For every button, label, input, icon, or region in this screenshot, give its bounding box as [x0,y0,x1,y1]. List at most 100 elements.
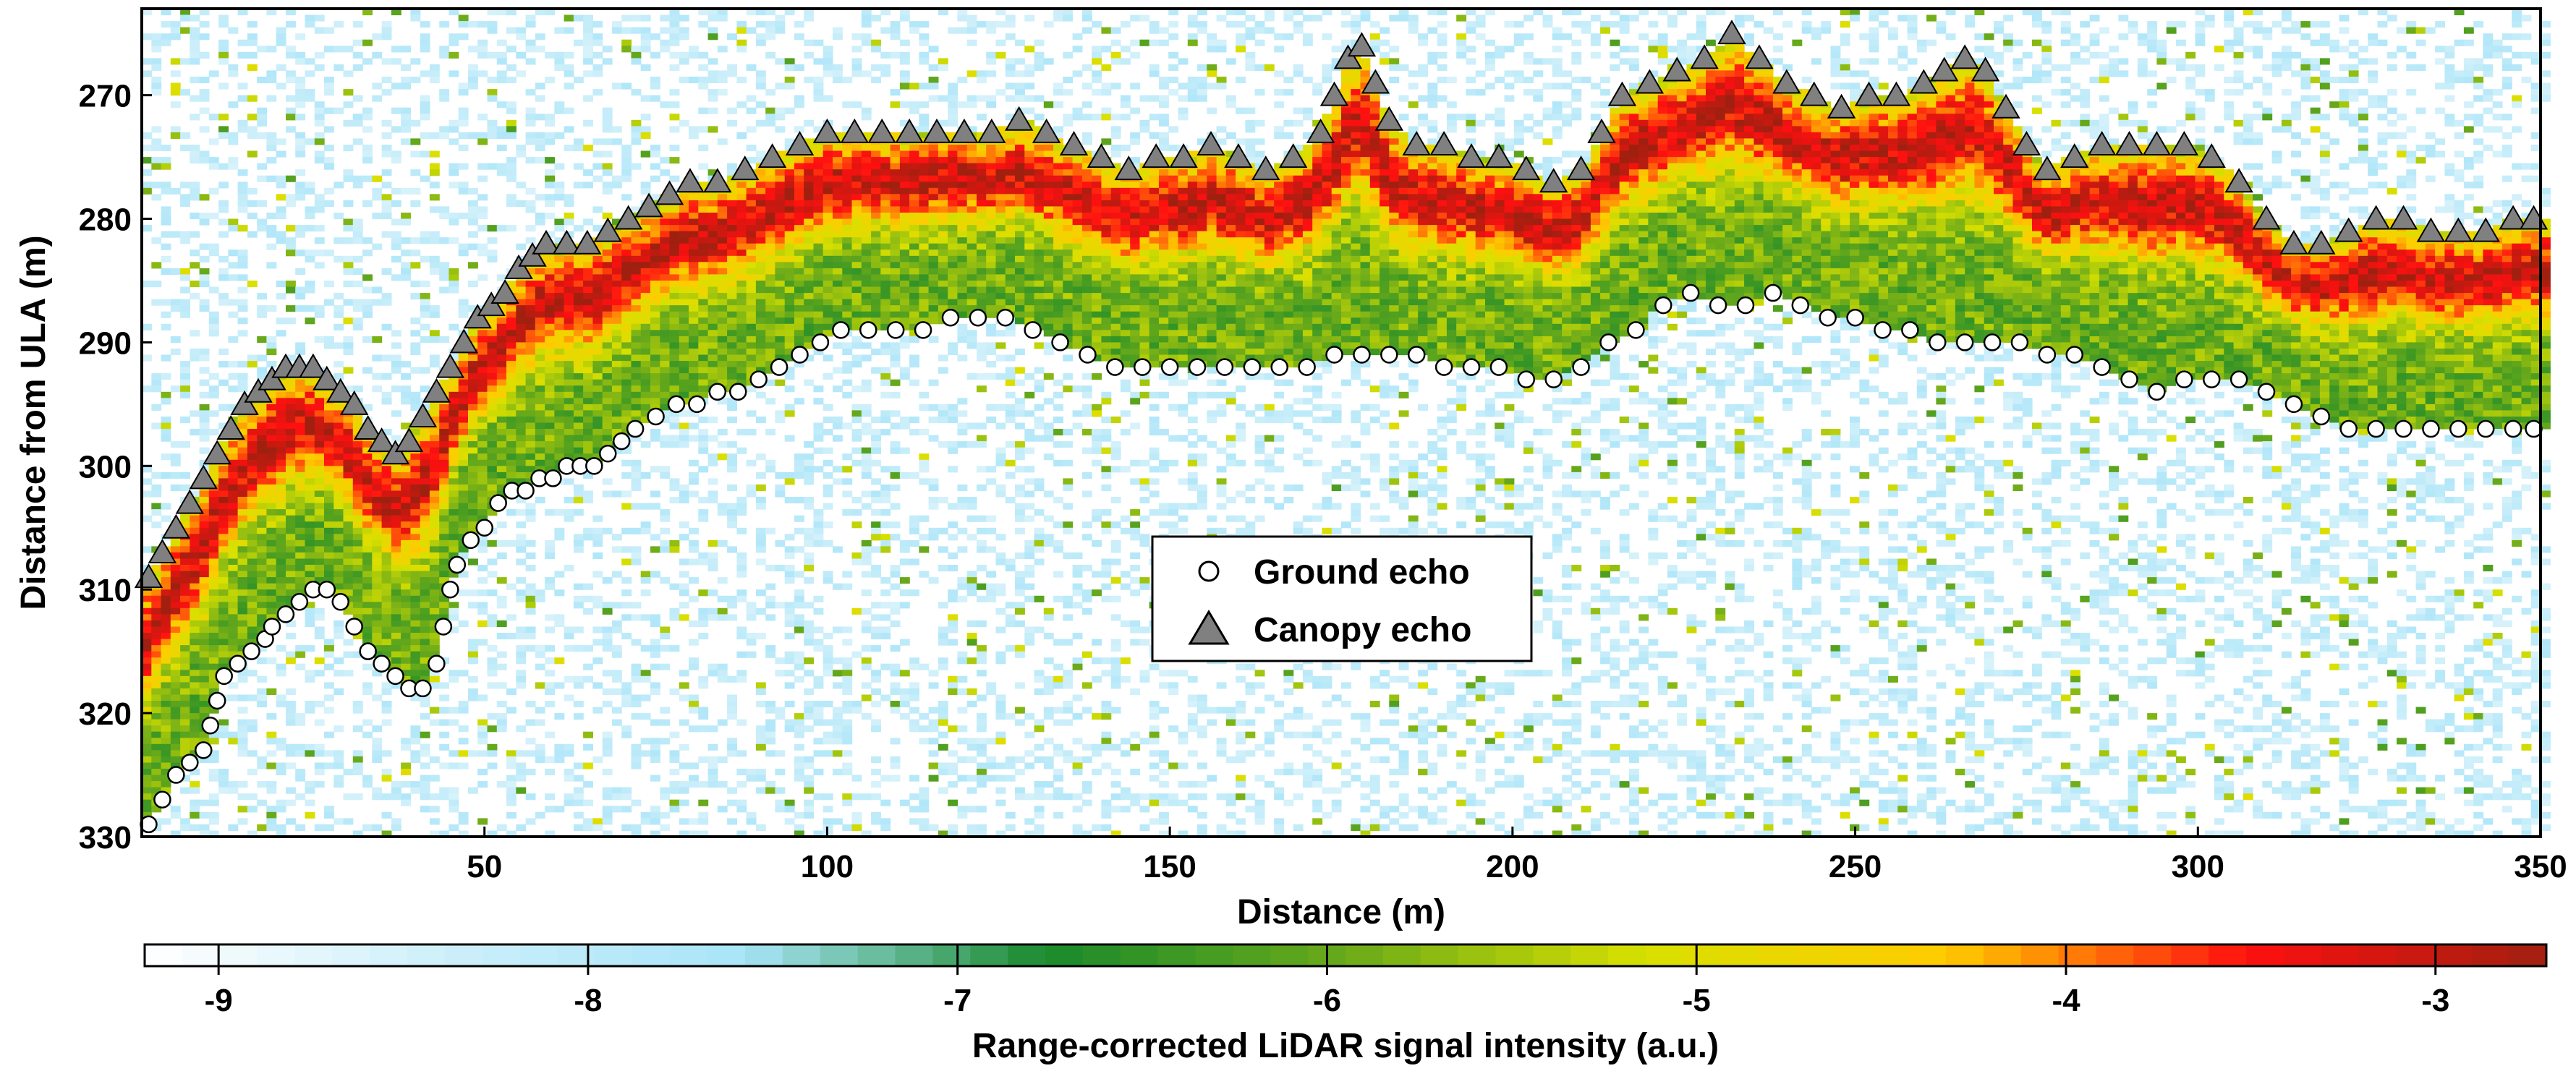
heatmap-cell [161,731,171,738]
heatmap-cell [784,9,795,16]
heatmap-cell [602,391,613,398]
heatmap-cell [650,317,660,325]
heatmap-cell [545,175,555,182]
heatmap-cell [247,429,258,436]
heatmap-cell [352,769,363,776]
heatmap-cell [391,595,401,602]
heatmap-cell [401,762,411,769]
heatmap-cell [535,410,545,417]
heatmap-cell [199,521,210,529]
heatmap-cell [410,200,421,207]
heatmap-cell [784,138,795,145]
heatmap-cell [295,95,306,102]
heatmap-cell [784,218,795,226]
heatmap-cell [775,354,786,362]
heatmap-cell [180,639,190,646]
heatmap-cell [333,21,344,28]
heatmap-cell [429,64,440,71]
heatmap-cell [650,818,660,825]
heatmap-cell [554,441,565,448]
heatmap-cell [794,663,804,670]
heatmap-cell [218,379,229,386]
heatmap-cell [180,14,190,22]
heatmap-cell [180,361,190,368]
heatmap-cell [784,818,795,825]
heatmap-cell [449,793,459,801]
heatmap-cell [804,534,815,541]
heatmap-cell [391,466,401,473]
heatmap-cell [631,126,642,133]
heatmap-cell [237,262,248,269]
heatmap-cell [784,58,795,65]
heatmap-cell [621,46,632,53]
heatmap-cell [611,398,622,405]
heatmap-cell [362,633,373,640]
heatmap-cell [237,299,248,306]
heatmap-cell [727,119,737,127]
heatmap-cell [736,830,747,837]
heatmap-cell [295,435,306,442]
heatmap-cell [362,336,373,343]
heatmap-cell [755,187,766,195]
heatmap-cell [151,281,162,288]
heatmap-cell [545,342,555,349]
heatmap-cell [468,336,478,343]
heatmap-cell [650,385,660,393]
heatmap-cell [621,688,632,695]
heatmap-cell [660,157,671,164]
heatmap-cell [707,249,718,257]
heatmap-cell [257,509,268,516]
heatmap-cell [631,286,642,294]
heatmap-cell [449,707,459,714]
heatmap-cell [775,330,786,337]
heatmap-cell [583,21,593,28]
heatmap-cell [755,417,766,424]
heatmap-cell [352,182,363,189]
heatmap-cell [775,305,786,312]
heatmap-cell [218,645,229,652]
heatmap-cell [468,132,478,139]
heatmap-cell [689,330,699,337]
heatmap-cell [420,150,430,158]
heatmap-cell [180,558,190,566]
heatmap-cell [554,194,565,201]
heatmap-cell [554,379,565,386]
heatmap-cell [573,145,584,152]
heatmap-cell [564,194,574,201]
heatmap-cell [506,787,517,794]
heatmap-cell [564,626,574,633]
heatmap-cell [237,194,248,201]
heatmap-cell [208,286,219,294]
heatmap-cell [554,417,565,424]
heatmap-cell [295,58,306,65]
heatmap-cell [449,626,459,633]
heatmap-cell [468,218,478,226]
heatmap-cell [631,163,642,170]
heatmap-cell [765,281,776,288]
heatmap-cell [218,114,229,121]
heatmap-cell [161,743,171,751]
heatmap-cell [689,361,699,368]
heatmap-cell [266,342,277,349]
heatmap-cell [276,330,286,337]
heatmap-cell [468,651,478,658]
heatmap-cell [813,206,824,213]
heatmap-cell [765,89,776,96]
heatmap-cell [305,515,315,522]
heatmap-cell [631,558,642,566]
heatmap-cell [822,231,833,238]
heatmap-cell [468,379,478,386]
heatmap-cell [199,509,210,516]
heatmap-cell [545,200,555,207]
heatmap-cell [813,145,824,152]
heatmap-cell [391,620,401,627]
heatmap-cell [669,323,680,330]
heatmap-cell [640,27,651,34]
heatmap-cell [487,422,498,430]
heatmap-cell [410,404,421,411]
heatmap-cell [180,417,190,424]
heatmap-cell [429,682,440,689]
heatmap-cell [660,14,671,22]
heatmap-cell [180,373,190,380]
heatmap-cell [535,589,545,597]
